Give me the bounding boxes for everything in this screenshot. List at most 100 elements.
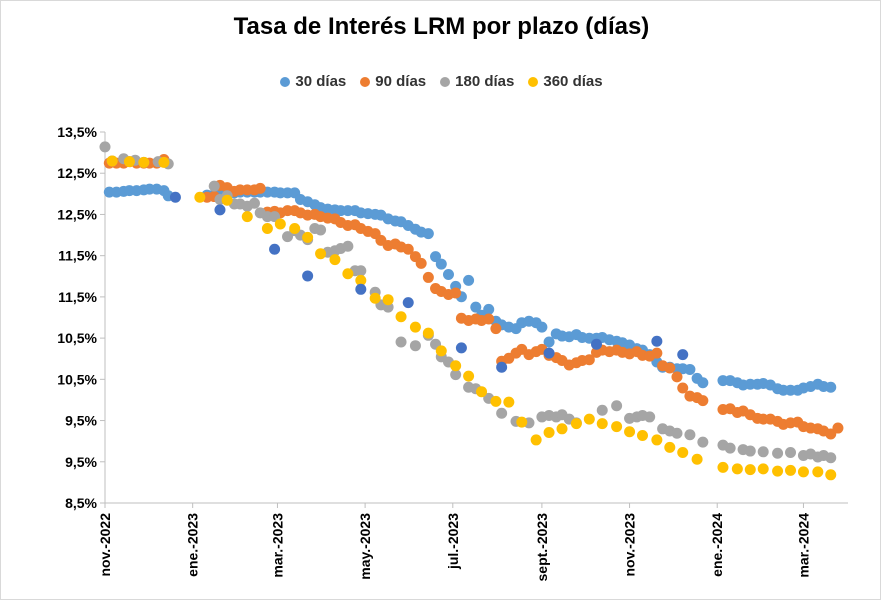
point-360 <box>302 231 314 243</box>
point-360 <box>516 416 528 428</box>
point-360 <box>744 464 756 476</box>
point-highlight <box>677 349 689 361</box>
y-tick-label: 10,5% <box>57 371 97 387</box>
legend-item-90: 90 días <box>360 73 426 90</box>
point-highlight <box>269 243 281 255</box>
point-360 <box>797 466 809 478</box>
x-tick-label: sept.-2023 <box>534 513 550 582</box>
point-90 <box>450 287 462 299</box>
legend-item-360: 360 días <box>528 73 603 90</box>
x-tick-label: mar.-2023 <box>269 513 285 578</box>
point-360 <box>691 453 703 465</box>
point-180 <box>208 180 220 192</box>
point-360 <box>329 254 341 266</box>
point-360 <box>556 423 568 435</box>
point-90 <box>583 354 595 366</box>
legend-label-90: 90 días <box>375 73 427 90</box>
point-360 <box>463 370 475 382</box>
point-90 <box>664 362 676 374</box>
point-90 <box>671 371 683 383</box>
point-180 <box>757 446 769 458</box>
point-90 <box>422 271 434 283</box>
point-180 <box>355 265 367 277</box>
point-highlight <box>214 204 226 216</box>
point-360 <box>435 345 447 357</box>
point-180 <box>315 224 327 236</box>
point-360 <box>825 469 837 481</box>
point-90 <box>402 243 414 255</box>
point-360 <box>289 222 301 234</box>
point-30 <box>435 258 447 270</box>
point-90 <box>415 257 427 269</box>
point-180 <box>684 429 696 441</box>
point-360 <box>530 434 542 446</box>
x-tick-label: ene.-2024 <box>709 513 725 577</box>
point-360 <box>476 386 488 398</box>
legend-marker-30 <box>280 76 291 87</box>
point-90 <box>483 313 495 325</box>
point-360 <box>570 418 582 430</box>
point-30 <box>684 363 696 375</box>
point-360 <box>624 426 636 438</box>
point-30 <box>543 336 555 348</box>
point-180 <box>395 336 407 348</box>
point-highlight <box>651 335 663 347</box>
point-360 <box>422 327 434 339</box>
point-highlight <box>591 338 603 350</box>
x-tick-label: nov.-2023 <box>622 513 638 577</box>
point-90 <box>490 323 502 335</box>
point-360 <box>342 268 354 280</box>
y-tick-label: 12,5% <box>57 206 97 222</box>
point-360 <box>785 464 797 476</box>
point-360 <box>677 447 689 459</box>
point-180 <box>248 197 260 209</box>
point-360 <box>409 321 421 333</box>
point-180 <box>644 411 656 423</box>
point-360 <box>450 360 462 372</box>
x-tick-label: nov.-2022 <box>97 513 113 577</box>
legend-marker-90 <box>360 76 371 87</box>
point-30 <box>470 301 482 313</box>
point-360 <box>543 427 555 439</box>
y-tick-label: 11,5% <box>58 289 97 305</box>
point-30 <box>430 251 442 263</box>
point-360 <box>503 396 515 408</box>
point-180 <box>409 340 421 352</box>
legend-marker-180 <box>440 76 451 87</box>
point-360 <box>611 421 623 433</box>
legend-label-30: 30 días <box>295 73 347 90</box>
chart-legend: 30 días 90 días 180 días 360 días <box>1 73 881 90</box>
point-360 <box>596 418 608 430</box>
point-30 <box>463 274 475 286</box>
y-tick-label: 13,5% <box>57 124 97 140</box>
point-180 <box>450 369 462 381</box>
point-180 <box>772 447 784 459</box>
legend-marker-360 <box>528 76 539 87</box>
point-180 <box>697 436 709 448</box>
point-360 <box>106 155 118 167</box>
point-180 <box>342 240 354 252</box>
point-360 <box>664 441 676 453</box>
point-180 <box>611 400 623 412</box>
point-90 <box>832 422 844 434</box>
point-360 <box>123 156 135 168</box>
point-30 <box>536 321 548 333</box>
point-360 <box>194 191 206 203</box>
point-highlight <box>402 297 414 309</box>
point-360 <box>757 463 769 475</box>
y-tick-label: 9,5% <box>65 413 97 429</box>
point-360 <box>315 248 327 260</box>
point-180 <box>596 404 608 416</box>
point-360 <box>369 292 381 304</box>
point-360 <box>395 311 407 323</box>
point-highlight <box>543 347 555 359</box>
point-360 <box>158 156 170 168</box>
y-tick-label: 11,5% <box>58 248 97 264</box>
y-tick-label: 8,5% <box>65 495 97 511</box>
point-360 <box>636 429 648 441</box>
point-90 <box>697 395 709 407</box>
point-30 <box>422 228 434 240</box>
point-360 <box>274 218 286 230</box>
